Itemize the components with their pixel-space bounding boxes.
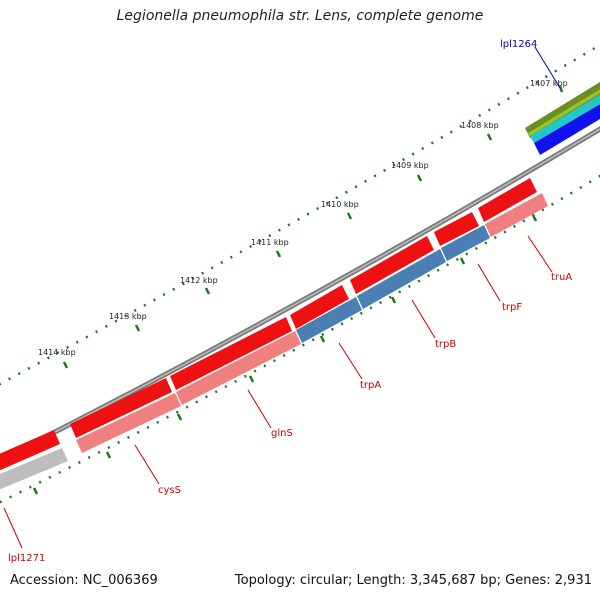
inner-tick-ring (0, 174, 600, 504)
map-title: Legionella pneumophila str. Lens, comple… (116, 8, 484, 24)
tick-label-1407: 1407 kbp (530, 79, 568, 88)
gene-block-trpF-red[interactable] (434, 212, 479, 246)
gene-row-red[interactable] (0, 178, 537, 472)
gene-block-cysS-red[interactable] (70, 378, 172, 438)
tick-label-1414: 1414 kbp (38, 348, 76, 357)
tick-label-1409: 1409 kbp (391, 161, 429, 170)
leader-trpB (411, 299, 436, 339)
tick-label-1412: 1412 kbp (180, 276, 218, 285)
label-cysS[interactable]: cysS (158, 485, 181, 496)
tick-label-1413: 1413 kbp (109, 312, 147, 321)
leader-glnS (247, 389, 272, 429)
gene-row-cds[interactable] (0, 193, 548, 491)
tick-label-1408: 1408 kbp (461, 121, 499, 130)
topology-summary: Topology: circular; Length: 3,345,687 bp… (234, 573, 592, 588)
cds-truA[interactable] (485, 193, 548, 237)
cds-glnS[interactable] (176, 331, 301, 405)
cds-trpB[interactable] (357, 249, 446, 309)
backbone-highlight (0, 128, 600, 461)
gene-block-lpl1271-red[interactable] (0, 430, 60, 472)
label-trpB[interactable]: trpB (435, 339, 456, 350)
leader-cysS (134, 444, 160, 485)
leader-truA (527, 235, 553, 273)
leader-trpF (477, 263, 501, 302)
tick-label-1410: 1410 kbp (321, 200, 359, 209)
label-truA[interactable]: truA (551, 272, 572, 283)
gene-block-trpB-red[interactable] (350, 236, 434, 294)
gene-block-glnS-red[interactable] (170, 317, 292, 390)
label-lpl1264[interactable]: lpl1264 (500, 39, 537, 50)
label-glnS[interactable]: glnS (271, 428, 293, 439)
accession-text: Accession: NC_006369 (10, 573, 158, 588)
cds-trpF[interactable] (441, 225, 490, 261)
leader-lpl1271 (3, 507, 23, 549)
inner-major-ticks (32, 214, 538, 495)
label-trpA[interactable]: trpA (360, 380, 381, 391)
gene-block-truA-red[interactable] (478, 178, 537, 222)
cds-lpl1271[interactable] (0, 448, 68, 491)
leader-trpA (338, 342, 363, 380)
label-lpl1271[interactable]: lpl1271 (8, 553, 45, 564)
tick-label-1411: 1411 kbp (251, 238, 289, 247)
feature-lpl1264-bands[interactable] (525, 82, 600, 155)
cds-trpA[interactable] (296, 297, 362, 343)
outer-major-ticks (62, 85, 564, 369)
cds-cysS[interactable] (76, 393, 181, 453)
gene-block-trpA-red[interactable] (290, 285, 349, 329)
leader-lpl1264 (534, 46, 561, 89)
label-trpF[interactable]: trpF (502, 302, 522, 313)
